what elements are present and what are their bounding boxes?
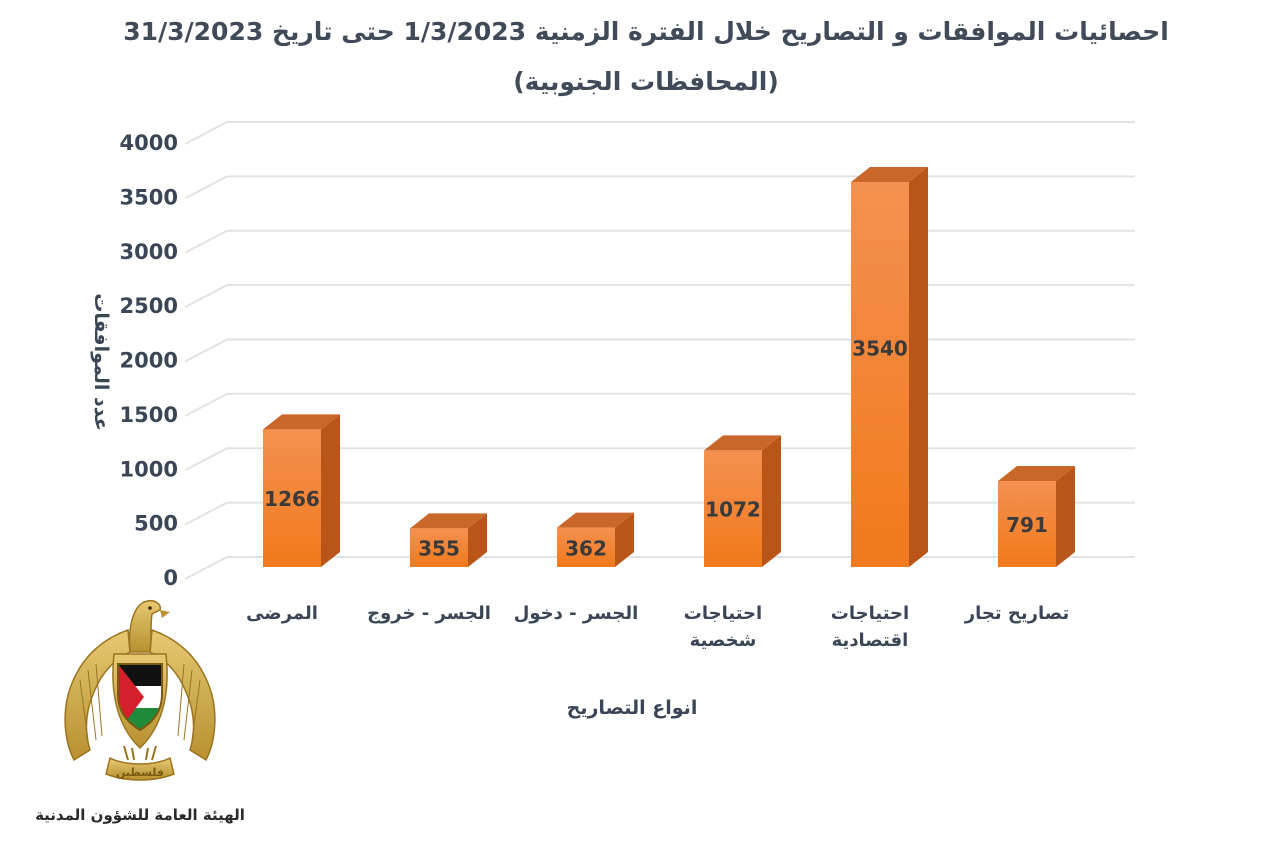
y-tick-label: 1000 [120,457,178,481]
data-label: 1072 [705,498,761,522]
emblem-text: فلسطين [116,766,164,779]
bar-front [851,182,909,567]
y-tick-label: 2500 [120,294,178,318]
bar-top [557,512,634,528]
chart-title-line2: (المحافظات الجنوبية) [513,67,779,97]
bar [263,414,340,567]
gridline [184,556,1135,580]
y-tick-label: 3000 [120,240,178,264]
bars [263,167,1075,567]
bar-side [762,435,781,567]
bar [998,465,1075,567]
bar-front [263,429,321,567]
gridline [184,501,1135,526]
chart-title-line1: احصائيات الموافقات و التصاريح خلال الفتر… [123,17,1169,47]
x-axis-categories: المرضى الجسر - خروج الجسر - دخول احتياجات شخ… [246,603,1069,651]
bar-top [998,465,1075,481]
y-tick-label: 3500 [120,185,178,209]
data-label: 362 [565,536,607,560]
bar-front [557,527,615,567]
y-axis-label: عدد الموافقات [90,293,112,430]
x-category-label: الجسر - دخول [514,603,639,624]
x-category-label: احتياجات اقتصادية [831,603,909,651]
bar [557,512,634,567]
data-labels: 1266 355 362 1072 3540 791 [264,336,1048,560]
gridlines [184,121,1135,580]
bar-front [704,450,762,567]
bar-side [468,513,487,567]
bar-side [909,167,928,567]
gridline [184,175,1135,200]
gridline [184,338,1135,363]
gridline [184,392,1135,417]
x-category-label: المرضى [246,603,318,624]
bar-side [1056,465,1075,567]
data-label: 3540 [852,336,908,360]
x-axis-label: انواع التصاريح [567,697,698,719]
data-label: 355 [418,537,460,561]
gridline [184,121,1135,145]
bar-front [410,528,468,567]
x-category-label: الجسر - خروج [367,603,491,624]
y-axis-ticks: 0 500 1000 1500 2000 2500 3000 3500 4000 [120,131,178,590]
palestinian-eagle-emblem-icon [64,599,216,781]
bar-top [851,167,928,183]
gridline [184,284,1135,309]
y-tick-label: 500 [134,512,178,536]
bar-side [615,512,634,567]
org-name: الهيئة العامة للشؤون المدنية [35,806,245,824]
bar-top [704,435,781,451]
bar [410,513,487,567]
gridline [184,229,1135,254]
data-label: 791 [1006,513,1048,537]
y-tick-label: 0 [163,566,178,590]
bar-top [410,513,487,529]
y-tick-label: 4000 [120,131,178,155]
bar [851,167,928,567]
y-tick-label: 1500 [120,403,178,427]
x-category-label: تصاريح تجار [964,603,1069,624]
bar-top [263,414,340,430]
bar [704,435,781,567]
y-tick-label: 2000 [120,349,178,373]
bar-front [998,480,1056,567]
bar-side [321,414,340,567]
gridline [184,447,1135,472]
x-category-label: احتياجات شخصية [684,603,762,651]
data-label: 1266 [264,487,320,511]
